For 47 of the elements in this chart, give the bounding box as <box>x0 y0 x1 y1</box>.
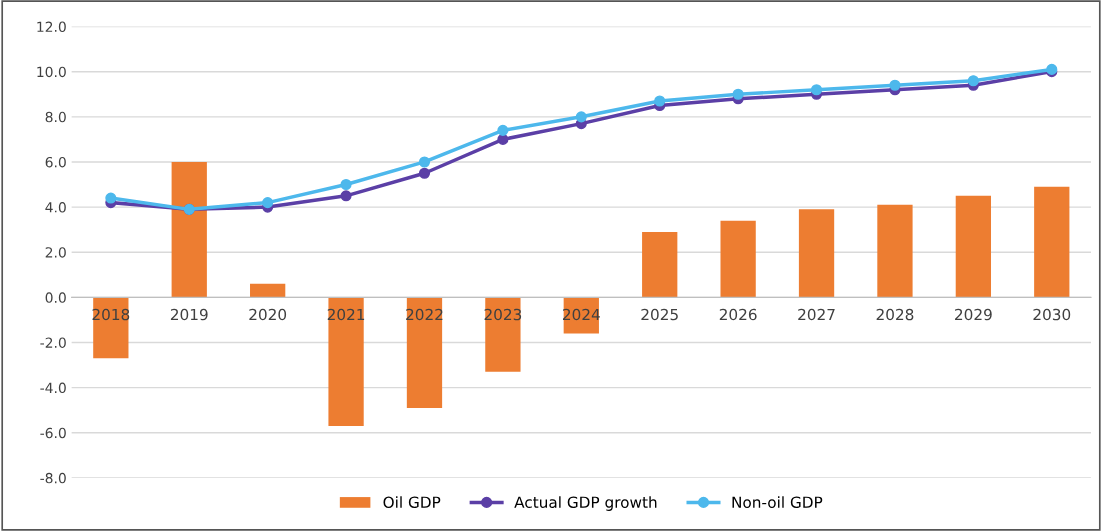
x-tick-label: 2027 <box>798 308 835 321</box>
point <box>967 75 979 87</box>
point <box>732 88 744 100</box>
bar <box>955 195 992 298</box>
bar <box>406 297 443 408</box>
point <box>654 95 666 107</box>
x-tick-label: 2025 <box>641 308 678 321</box>
bar <box>171 161 207 298</box>
y-tick-label: 6.0 <box>45 156 66 168</box>
legend-label: Actual GDP growth <box>514 496 657 511</box>
bar <box>328 297 364 426</box>
y-tick-label: 0.0 <box>45 292 66 303</box>
legend-label: Non-oil GDP <box>732 496 823 508</box>
point <box>340 178 352 191</box>
y-tick-label: 8.0 <box>45 111 66 123</box>
point <box>418 167 431 179</box>
bar <box>798 209 835 298</box>
point <box>262 197 274 209</box>
bar <box>642 231 678 298</box>
y-tick-label: -4.0 <box>40 382 66 394</box>
x-tick-label: 2030 <box>1033 308 1071 321</box>
point <box>340 190 352 202</box>
bar <box>720 220 756 298</box>
bar <box>485 297 521 372</box>
x-tick-label: 2028 <box>876 308 914 321</box>
point <box>810 84 823 96</box>
point <box>889 79 901 91</box>
x-tick-label: 2029 <box>955 308 992 321</box>
x-tick-label: 2020 <box>249 308 287 321</box>
x-tick-label: 2026 <box>719 308 757 321</box>
point <box>105 192 117 204</box>
point <box>418 156 431 168</box>
bar <box>250 283 286 298</box>
point <box>497 133 509 145</box>
legend-label: Oil GDP <box>383 496 441 508</box>
y-tick-label: 4.0 <box>45 202 66 213</box>
y-tick-label: 12.0 <box>37 21 66 33</box>
y-tick-label: 10.0 <box>37 66 66 78</box>
bar <box>877 204 913 298</box>
y-tick-label: -6.0 <box>40 427 66 439</box>
y-tick-label: -8.0 <box>40 472 66 484</box>
bar <box>1034 186 1070 298</box>
point <box>575 111 587 123</box>
y-tick-label: 2.0 <box>45 247 66 258</box>
point <box>497 124 509 136</box>
y-tick-label: -2.0 <box>40 337 66 348</box>
x-tick-label: 2019 <box>170 308 208 321</box>
